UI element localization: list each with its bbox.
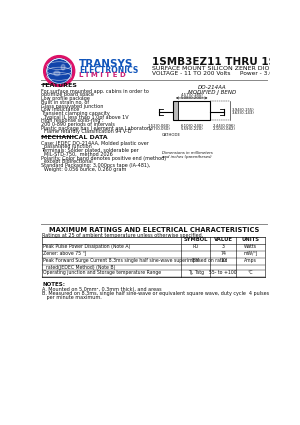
Text: and inches (parentheses): and inches (parentheses) — [161, 155, 211, 159]
Text: Peak Pulse Power Dissipation (Note A): Peak Pulse Power Dissipation (Note A) — [43, 244, 130, 249]
Text: Ratings at 25 of ambient temperature unless otherwise specified.: Ratings at 25 of ambient temperature unl… — [42, 233, 203, 238]
Text: optimize board space: optimize board space — [41, 92, 94, 97]
Text: Glass passivated junction: Glass passivated junction — [41, 104, 104, 108]
Text: rated(JEDEC Method) (Note B): rated(JEDEC Method) (Note B) — [43, 265, 116, 270]
Text: 5.08(0.200): 5.08(0.200) — [180, 96, 203, 100]
Ellipse shape — [61, 65, 65, 70]
Text: Terminals: Solder plated, solderable per: Terminals: Solder plated, solderable per — [41, 148, 139, 153]
Text: SYMBOL: SYMBOL — [183, 237, 208, 242]
Text: Plastic package has J element are Laboratory: Plastic package has J element are Labora… — [41, 126, 152, 131]
Text: UNITS: UNITS — [242, 237, 260, 242]
Text: Built in strain no. of: Built in strain no. of — [41, 100, 89, 105]
Text: MODIFIED J BEND: MODIFIED J BEND — [188, 90, 236, 94]
Text: Dimensions in millimeters: Dimensions in millimeters — [161, 151, 212, 155]
Text: SURFACE MOUNT SILICON ZENER DIODE: SURFACE MOUNT SILICON ZENER DIODE — [152, 65, 278, 71]
Text: 3: 3 — [222, 244, 224, 249]
Text: 1.52(0.060): 1.52(0.060) — [148, 124, 171, 128]
Bar — [173, 101, 210, 119]
Circle shape — [44, 56, 75, 86]
Text: 200 0-890 periods of intervals: 200 0-890 periods of intervals — [41, 122, 115, 127]
Text: 4.57(0.180): 4.57(0.180) — [180, 94, 203, 97]
Text: ELECTRONICS: ELECTRONICS — [79, 65, 139, 75]
Text: Low profile package: Low profile package — [41, 96, 90, 101]
Text: 3.94(0.155): 3.94(0.155) — [232, 108, 255, 112]
Text: Standard Packaging: 3,000pcs tape (IA-481),: Standard Packaging: 3,000pcs tape (IA-48… — [41, 163, 151, 168]
Text: FEATURES: FEATURES — [41, 83, 77, 88]
Text: 2.44(0.096): 2.44(0.096) — [213, 124, 236, 128]
Text: MIL-STD-750,  method 2026: MIL-STD-750, method 2026 — [41, 152, 113, 157]
Text: VOLTAGE - 11 TO 200 Volts     Power - 3.0 Watts: VOLTAGE - 11 TO 200 Volts Power - 3.0 Wa… — [152, 71, 292, 76]
Text: A. Mounted on 5.0mm², 0.3mm thick), and areas: A. Mounted on 5.0mm², 0.3mm thick), and … — [42, 286, 162, 292]
Text: Peak Forward Surge Current 8.3ms single half sine-wave superimposed on rated: Peak Forward Surge Current 8.3ms single … — [43, 258, 227, 263]
Text: mW/°J: mW/°J — [243, 251, 258, 256]
Text: Zener: above 75 °J: Zener: above 75 °J — [43, 251, 86, 256]
Text: For surface mounted app. cabins in order to: For surface mounted app. cabins in order… — [41, 89, 149, 94]
Text: per minute maximum.: per minute maximum. — [42, 295, 102, 300]
Text: Typical IL less than 1.0pf above 1V: Typical IL less than 1.0pf above 1V — [41, 115, 129, 119]
Text: MECHANICAL DATA: MECHANICAL DATA — [41, 136, 108, 140]
Text: 3.63(0.143): 3.63(0.143) — [232, 111, 255, 115]
Text: Polarity: Color band denotes positive end (method): Polarity: Color band denotes positive en… — [41, 156, 166, 161]
Text: °C: °C — [248, 270, 254, 275]
Text: 5.59(0.220): 5.59(0.220) — [180, 127, 203, 131]
Text: NOTES:: NOTES: — [42, 282, 65, 287]
Text: 10: 10 — [220, 258, 226, 263]
Text: Watts: Watts — [244, 244, 257, 249]
Text: 1SMB3EZ11 THRU 1SMB3EZ200: 1SMB3EZ11 THRU 1SMB3EZ200 — [152, 57, 300, 67]
Bar — [173, 101, 178, 119]
Text: Weight: 0.056 ounce, 0.260 gram: Weight: 0.056 ounce, 0.260 gram — [41, 167, 127, 172]
Text: L I M I T E D: L I M I T E D — [79, 72, 126, 78]
Text: CATHODE: CATHODE — [162, 133, 181, 137]
Text: High response solid-ring :: High response solid-ring : — [41, 118, 104, 123]
Text: passivated junction: passivated junction — [41, 144, 92, 150]
Text: IFM: IFM — [191, 258, 200, 263]
Circle shape — [47, 59, 72, 83]
Text: MAXIMUM RATINGS AND ELECTRICAL CHARACTERISTICS: MAXIMUM RATINGS AND ELECTRICAL CHARACTER… — [49, 227, 259, 233]
Text: 1.27(0.050): 1.27(0.050) — [148, 127, 171, 131]
Text: Amps: Amps — [244, 258, 257, 263]
Text: Low inductance: Low inductance — [41, 107, 80, 112]
Text: DO-214AA: DO-214AA — [198, 85, 226, 90]
Text: Operating junction and Storage temperature Range: Operating junction and Storage temperatu… — [43, 270, 161, 275]
Text: except Bidirectional: except Bidirectional — [41, 159, 93, 164]
Text: B. Measured on 8.3ms, single half sine-wave or equivalent square wave, duty cycl: B. Measured on 8.3ms, single half sine-w… — [42, 291, 269, 296]
Text: Flame retardly Classification 94 V-D: Flame retardly Classification 94 V-D — [41, 129, 132, 134]
Text: VALUE: VALUE — [214, 237, 232, 242]
Ellipse shape — [54, 71, 60, 76]
Text: TRANSYS: TRANSYS — [79, 59, 134, 69]
Text: 74: 74 — [220, 251, 226, 256]
Text: 6.10(0.240): 6.10(0.240) — [180, 124, 203, 128]
Text: PD: PD — [192, 244, 199, 249]
Text: 2.10(0.082): 2.10(0.082) — [213, 127, 236, 131]
Text: Case: JEDEC DO-214AA, Molded plastic over: Case: JEDEC DO-214AA, Molded plastic ove… — [41, 141, 149, 146]
Text: Transient clamping capacity: Transient clamping capacity — [41, 111, 110, 116]
Text: Tj, Tstg: Tj, Tstg — [188, 270, 204, 275]
Text: 55- to +100: 55- to +100 — [209, 270, 237, 275]
